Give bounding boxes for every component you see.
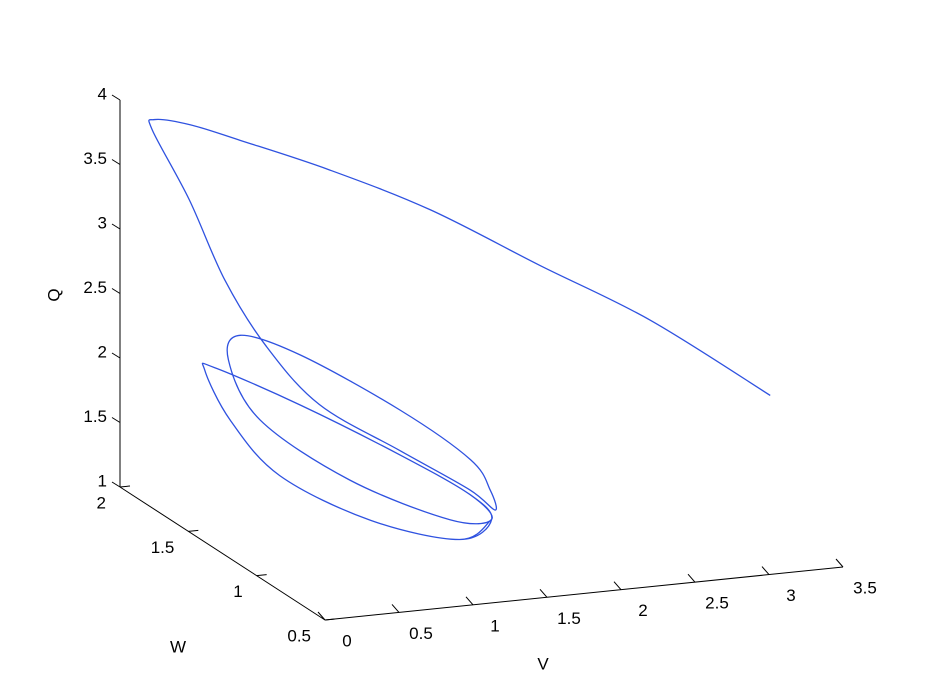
y-axis-label: W: [170, 637, 186, 656]
y-tick-label: 2: [97, 493, 106, 512]
z-tick: [111, 288, 121, 294]
z-tick-label: 1: [98, 471, 107, 490]
z-tick-label: 2.5: [83, 278, 107, 297]
z-tick: [111, 94, 121, 101]
z-tick: [111, 159, 121, 165]
z-tick-label: 4: [98, 84, 107, 103]
y-tick: [188, 529, 199, 532]
y-tick: [256, 574, 267, 577]
x-tick-label: 0: [342, 631, 351, 650]
z-axis-label: Q: [44, 288, 63, 301]
z-tick: [111, 223, 121, 230]
x-tick-label: 3.5: [853, 578, 877, 597]
z-tick-label: 3.5: [83, 149, 107, 168]
x-tick-label: 2.5: [705, 594, 729, 613]
x-tick: [317, 611, 326, 621]
x-tick: [835, 558, 844, 568]
y-tick-label: 1.5: [151, 538, 175, 557]
x-tick: [465, 596, 474, 606]
z-tick-label: 1.5: [83, 407, 107, 426]
z-tick: [111, 481, 121, 488]
y-axis-line: [119, 486, 326, 621]
x-axis-label: V: [537, 654, 549, 673]
x-tick: [391, 604, 400, 613]
y-tick-label: 0.5: [287, 626, 311, 645]
x-tick-label: 1.5: [557, 609, 581, 628]
z-tick-label: 2: [98, 342, 107, 361]
x-tick-label: 2: [638, 601, 647, 620]
x-tick-label: 1: [490, 616, 499, 635]
z-tick: [111, 352, 121, 359]
x-tick: [687, 573, 696, 583]
x-tick-label: 3: [786, 586, 795, 605]
y-tick-label: 1: [233, 582, 242, 601]
x-tick: [761, 566, 770, 575]
x-axis-line: [324, 566, 844, 621]
z-tick: [111, 417, 121, 423]
trajectory: [148, 118, 771, 541]
y-tick: [324, 618, 336, 621]
z-tick-label: 3: [98, 213, 107, 232]
y-tick: [119, 485, 131, 488]
x-tick: [539, 588, 548, 598]
x-tick: [613, 581, 622, 591]
x-tick-label: 0.5: [409, 624, 433, 643]
